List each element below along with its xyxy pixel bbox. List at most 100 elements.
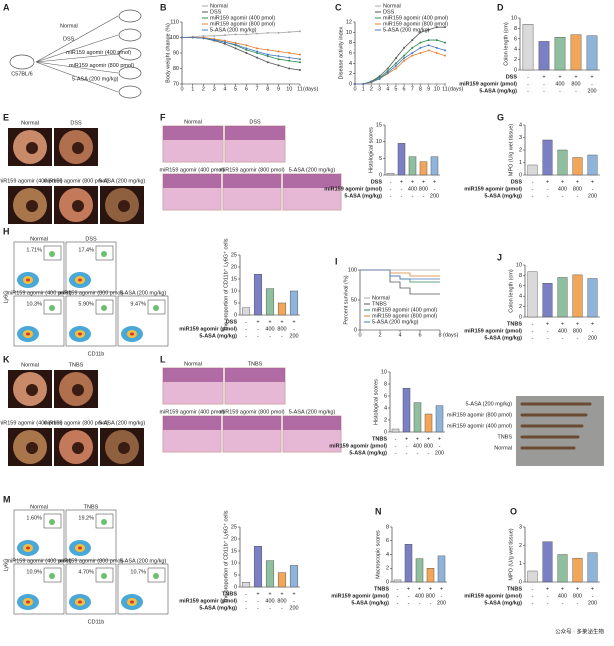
bar bbox=[542, 139, 553, 176]
condition-cell: - bbox=[543, 88, 545, 94]
bar bbox=[527, 164, 538, 176]
plot-label: 5-ASA (200 mg/kg) bbox=[120, 290, 167, 296]
y-tick-label: 6 bbox=[519, 283, 522, 289]
bar bbox=[424, 413, 433, 433]
bar bbox=[265, 560, 275, 588]
condition-cell: - bbox=[543, 81, 545, 87]
condition-label: 5-ASA (mg/kg) bbox=[484, 193, 522, 199]
bar bbox=[241, 582, 251, 588]
cell-core bbox=[78, 332, 82, 336]
bar bbox=[397, 143, 406, 176]
condition-cell: + bbox=[405, 436, 408, 442]
bar bbox=[554, 37, 566, 71]
flow-plot bbox=[117, 563, 169, 615]
x-tick-label: 8 bbox=[266, 86, 269, 92]
bar bbox=[426, 568, 435, 583]
condition-label: DSS bbox=[511, 179, 523, 185]
y-tick-label: 1 bbox=[519, 160, 522, 166]
bar bbox=[437, 555, 446, 583]
colon-photo bbox=[516, 396, 604, 466]
tissue-band bbox=[283, 174, 341, 188]
condition-label: 5-ASA (mg/kg) bbox=[479, 88, 517, 94]
x-tick-label: 9 bbox=[427, 86, 430, 92]
gate bbox=[95, 299, 114, 315]
y-axis-label: The proportion of CD11b⁺ Ly6G⁺ cells bbox=[222, 238, 229, 331]
y-tick-label: 3 bbox=[519, 135, 522, 141]
condition-cell: - bbox=[577, 600, 579, 606]
y-tick-label: 2 bbox=[514, 57, 517, 63]
x-tick-label: 6 bbox=[245, 86, 248, 92]
condition-cell: - bbox=[408, 600, 410, 606]
panel-letter: E bbox=[3, 112, 9, 122]
condition-cell: - bbox=[269, 605, 271, 611]
gate-percent: 1.71% bbox=[26, 247, 42, 253]
x-tick-label: 7 bbox=[256, 86, 259, 92]
condition-cell: 800 bbox=[426, 593, 435, 599]
y-tick-label: 2 bbox=[386, 566, 389, 572]
y-tick-label: 2 bbox=[349, 71, 352, 77]
panel-letter: K bbox=[3, 354, 10, 364]
condition-label: 5-ASA (mg/kg) bbox=[344, 193, 382, 199]
bar bbox=[413, 402, 422, 433]
x-tick-label: 7 bbox=[411, 86, 414, 92]
group-label: DSS bbox=[63, 37, 75, 43]
lumen bbox=[118, 442, 130, 454]
condition-cell: - bbox=[417, 450, 419, 456]
arrow bbox=[35, 61, 119, 74]
condition-label: 5-ASA (mg/kg) bbox=[484, 335, 522, 341]
condition-cell: + bbox=[292, 591, 295, 597]
gate bbox=[95, 245, 114, 261]
y-axis-label: Body weight change (%) bbox=[165, 23, 171, 83]
condition-cell: - bbox=[547, 193, 549, 199]
condition-label: DSS bbox=[506, 74, 518, 80]
y-tick-label: 20 bbox=[231, 536, 237, 542]
y-tick-label: 2 bbox=[519, 147, 522, 153]
mouse-icon bbox=[118, 47, 142, 61]
bar bbox=[557, 149, 568, 176]
gate-percent: 1.60% bbox=[26, 515, 42, 521]
bar bbox=[277, 302, 287, 316]
lumen bbox=[26, 384, 38, 396]
image-label: 5-ASA (200 mg/kg) bbox=[99, 420, 146, 426]
y-tick-label: 110 bbox=[170, 19, 179, 25]
bar bbox=[572, 157, 583, 176]
axis-label: CD11b bbox=[88, 351, 105, 357]
bar bbox=[265, 288, 275, 316]
series-line bbox=[182, 37, 301, 55]
y-tick-label: 6 bbox=[349, 50, 352, 56]
group-label: 5-ASA (200 mg/kg) bbox=[72, 76, 119, 82]
condition-cell: 200 bbox=[430, 193, 439, 199]
condition-cell: - bbox=[397, 593, 399, 599]
condition-label: 5-ASA (mg/kg) bbox=[349, 450, 387, 456]
lumen bbox=[72, 200, 84, 212]
x-tick-label: 0 bbox=[353, 86, 356, 92]
image-label: Normal bbox=[184, 119, 202, 125]
y-tick-label: 0 bbox=[349, 81, 352, 87]
condition-cell: 800 bbox=[571, 81, 580, 87]
plot-label: Normal bbox=[30, 504, 48, 510]
condition-cell: + bbox=[400, 179, 403, 185]
y-tick-label: 80 bbox=[173, 66, 179, 72]
condition-cell: - bbox=[281, 333, 283, 339]
condition-cell: - bbox=[269, 333, 271, 339]
legend-label: miR159 agomir (800 pmol) bbox=[383, 21, 448, 27]
y-tick-label: 5 bbox=[234, 300, 237, 306]
gate-percent: 10.9% bbox=[26, 569, 42, 575]
condition-cell: - bbox=[401, 186, 403, 192]
series-line bbox=[360, 269, 440, 277]
series-line bbox=[355, 39, 446, 85]
plot-label: miR159 agomir (400 pmol) bbox=[6, 290, 71, 296]
y-tick-label: 100 bbox=[170, 35, 179, 41]
condition-cell: - bbox=[592, 328, 594, 334]
condition-cell: 400 bbox=[265, 326, 274, 332]
group-label: Normal bbox=[60, 23, 78, 29]
condition-cell: - bbox=[245, 598, 247, 604]
condition-cell: - bbox=[397, 586, 399, 592]
y-tick-label: 0 bbox=[354, 327, 357, 333]
bar bbox=[587, 552, 598, 583]
photo-label: 5-ASA (200 mg/kg) bbox=[466, 401, 513, 407]
series-line bbox=[355, 49, 446, 85]
condition-cell: - bbox=[547, 335, 549, 341]
x-tick-label: 1 bbox=[191, 86, 194, 92]
condition-cell: - bbox=[577, 193, 579, 199]
